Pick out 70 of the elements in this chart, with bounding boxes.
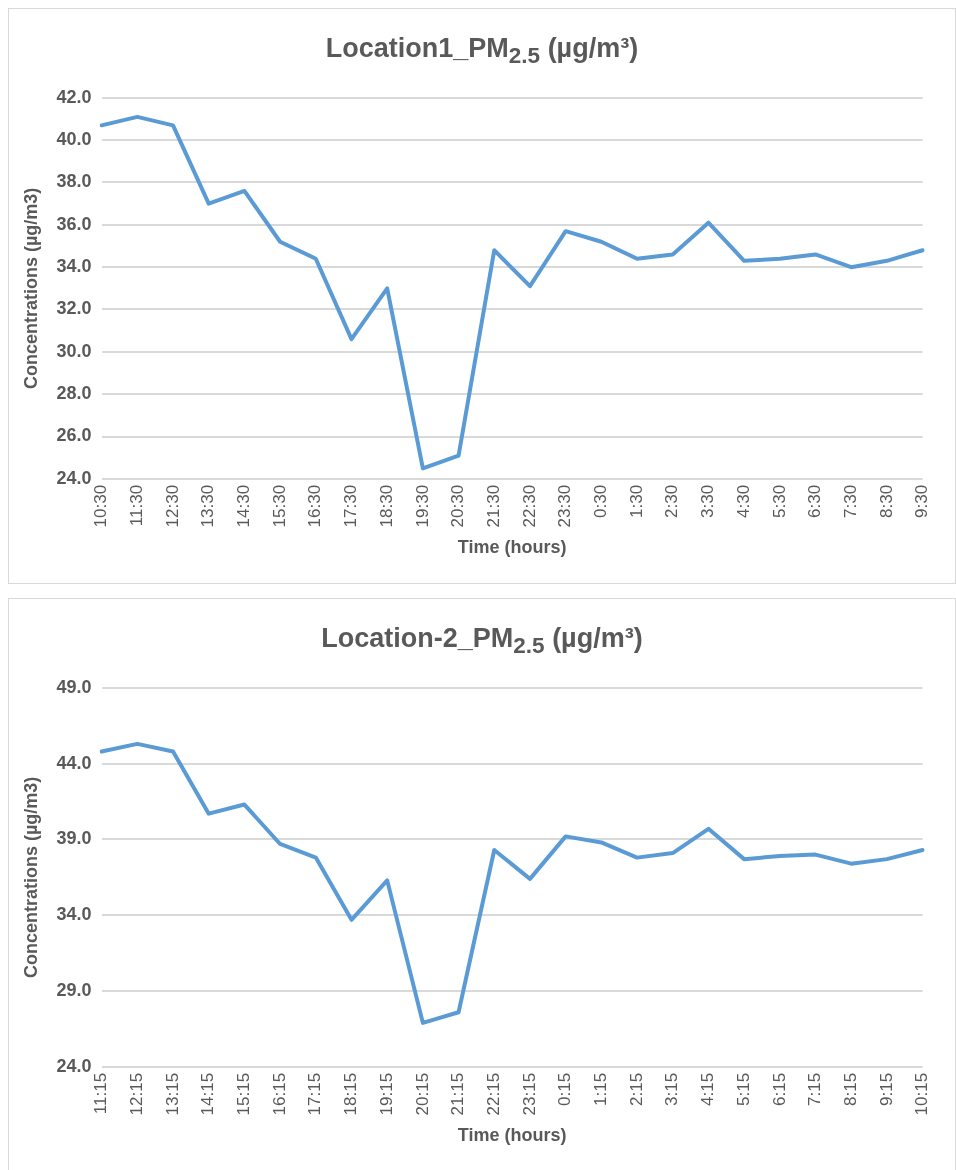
x-tick-label: 10:30 bbox=[91, 484, 111, 528]
y-axis-title: Concentrations (µg/m3) bbox=[20, 187, 41, 390]
y-tick-label: 34.0 bbox=[56, 256, 92, 277]
x-tick-label: 8:30 bbox=[876, 484, 896, 518]
x-tick-label: 4:30 bbox=[733, 484, 753, 518]
x-tick-label: 11:15 bbox=[91, 1072, 111, 1115]
x-tick-label: 6:15 bbox=[769, 1072, 789, 1106]
y-tick-label: 24.0 bbox=[56, 467, 92, 488]
x-tick-label: 1:30 bbox=[626, 484, 646, 518]
x-tick-label: 22:30 bbox=[519, 484, 539, 528]
chart-title: Location1_PM$_{2.5}$ (µg/m³) bbox=[324, 33, 640, 71]
x-tick-label: 0:15 bbox=[555, 1072, 575, 1106]
y-tick-label: 44.0 bbox=[56, 752, 92, 773]
y-tick-label: 26.0 bbox=[56, 425, 92, 446]
x-tick-label: 23:15 bbox=[519, 1072, 539, 1116]
x-tick-label: 9:15 bbox=[876, 1072, 896, 1106]
x-tick-label: 20:15 bbox=[412, 1072, 432, 1116]
y-tick-label: 42.0 bbox=[56, 86, 92, 107]
x-tick-label: 16:30 bbox=[305, 484, 325, 528]
x-tick-label: 16:15 bbox=[269, 1072, 289, 1116]
x-tick-label: 5:30 bbox=[769, 484, 789, 518]
x-tick-label: 7:15 bbox=[805, 1072, 825, 1106]
x-tick-label: 2:15 bbox=[626, 1072, 646, 1106]
x-tick-label: 14:30 bbox=[234, 484, 254, 528]
y-axis-title: Concentrations (µg/m3) bbox=[20, 776, 41, 979]
x-tick-label: 12:30 bbox=[162, 484, 182, 528]
x-axis-title: Time (hours) bbox=[457, 537, 567, 558]
y-tick-label: 38.0 bbox=[56, 171, 92, 192]
x-tick-label: 23:30 bbox=[555, 484, 575, 528]
x-tick-label: 9:30 bbox=[912, 484, 932, 518]
x-tick-label: 6:30 bbox=[805, 484, 825, 518]
y-tick-label: 28.0 bbox=[56, 383, 92, 404]
x-tick-label: 10:15 bbox=[912, 1072, 932, 1116]
x-tick-label: 3:15 bbox=[662, 1072, 682, 1106]
x-tick-label: 7:30 bbox=[840, 484, 860, 518]
y-tick-label: 29.0 bbox=[56, 980, 92, 1001]
x-tick-label: 15:15 bbox=[234, 1072, 254, 1116]
y-tick-label: 49.0 bbox=[56, 676, 92, 697]
y-tick-label: 32.0 bbox=[56, 298, 92, 319]
x-tick-label: 0:30 bbox=[591, 484, 611, 518]
x-tick-label: 19:15 bbox=[376, 1072, 396, 1116]
x-tick-label: 3:30 bbox=[698, 484, 718, 518]
y-tick-label: 30.0 bbox=[56, 340, 92, 361]
x-tick-label: 11:30 bbox=[127, 484, 147, 527]
x-tick-label: 13:15 bbox=[162, 1072, 182, 1116]
x-tick-label: 8:15 bbox=[840, 1072, 860, 1106]
x-tick-label: 5:15 bbox=[733, 1072, 753, 1106]
x-tick-label: 20:30 bbox=[448, 484, 468, 528]
y-tick-label: 40.0 bbox=[56, 129, 92, 150]
x-tick-label: 22:15 bbox=[483, 1072, 503, 1116]
x-tick-label: 18:15 bbox=[341, 1072, 361, 1116]
x-tick-label: 18:30 bbox=[376, 484, 396, 528]
x-tick-label: 21:15 bbox=[448, 1072, 468, 1116]
x-tick-label: 1:15 bbox=[591, 1072, 611, 1106]
y-tick-label: 34.0 bbox=[56, 904, 92, 925]
x-tick-label: 12:15 bbox=[127, 1072, 147, 1116]
x-tick-label: 21:30 bbox=[483, 484, 503, 528]
x-tick-label: 2:30 bbox=[662, 484, 682, 518]
x-tick-label: 14:15 bbox=[198, 1072, 218, 1116]
x-tick-label: 19:30 bbox=[412, 484, 432, 528]
y-tick-label: 24.0 bbox=[56, 1055, 92, 1076]
x-tick-label: 4:15 bbox=[698, 1072, 718, 1106]
x-tick-label: 17:30 bbox=[341, 484, 361, 528]
x-tick-label: 17:15 bbox=[305, 1072, 325, 1116]
x-axis-title: Time (hours) bbox=[457, 1125, 567, 1146]
x-tick-label: 13:30 bbox=[198, 484, 218, 528]
x-tick-label: 15:30 bbox=[269, 484, 289, 528]
y-tick-label: 36.0 bbox=[56, 213, 92, 234]
y-tick-label: 39.0 bbox=[56, 828, 92, 849]
chart-title: Location-2_PM$_{2.5}$ (µg/m³) bbox=[320, 623, 644, 661]
